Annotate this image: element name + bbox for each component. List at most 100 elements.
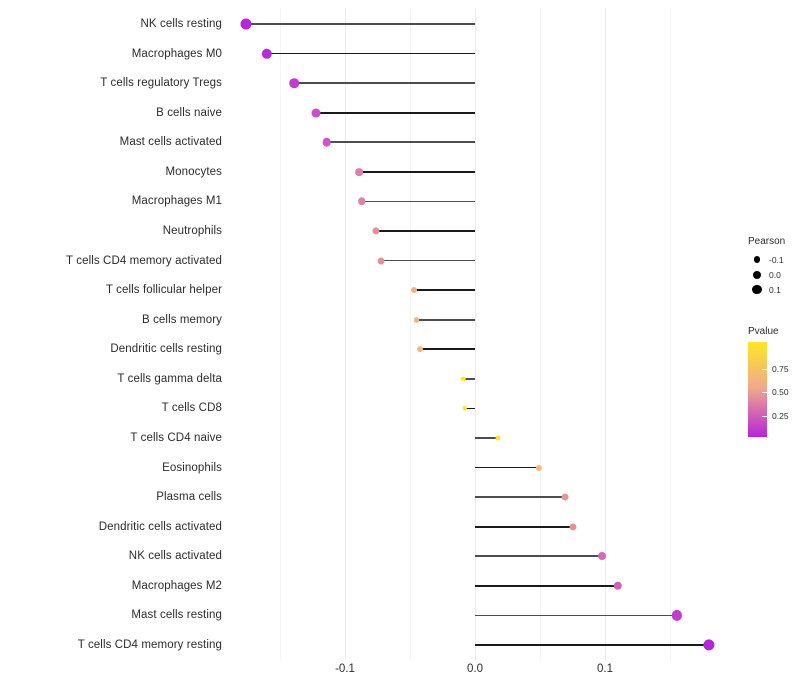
y-axis-tick-label: Neutrophils bbox=[162, 225, 222, 237]
lollipop-stem bbox=[359, 171, 475, 173]
lollipop-stem bbox=[475, 525, 573, 528]
y-axis-labels: NK cells resting Macrophages M0 T cells re… bbox=[0, 0, 222, 700]
color-legend-tickmark bbox=[762, 368, 767, 370]
color-legend-bar-wrap: 0.75 0.50 0.25 bbox=[748, 342, 798, 437]
y-axis-tick-label: Monocytes bbox=[165, 165, 222, 178]
lollipop-dot[interactable] bbox=[561, 493, 569, 501]
lollipop-stem bbox=[464, 407, 475, 410]
color-gradient-bar bbox=[748, 342, 767, 437]
y-axis-tick-label: T cells follicular helper bbox=[105, 284, 222, 297]
lollipop-stem bbox=[475, 496, 565, 498]
size-legend-key-dot bbox=[748, 284, 766, 295]
y-axis-tick-label: T cells regulatory Tregs bbox=[100, 77, 222, 90]
lollipop-dot[interactable] bbox=[322, 137, 332, 147]
lollipop-dot[interactable] bbox=[535, 464, 542, 471]
lollipop-dot[interactable] bbox=[613, 581, 623, 591]
lollipop-dot[interactable] bbox=[417, 346, 424, 353]
color-legend: Pvalue 0.75 0.50 0.25 bbox=[748, 326, 800, 437]
lollipop-dot[interactable] bbox=[495, 435, 501, 441]
size-legend-key-dot bbox=[748, 270, 766, 279]
y-axis-tick-label: Dendritic cells resting bbox=[110, 343, 222, 356]
lollipop-stem bbox=[326, 141, 475, 144]
lollipop-stem bbox=[246, 23, 475, 25]
gridline-minor bbox=[410, 8, 411, 660]
gridline-major bbox=[475, 8, 476, 660]
size-legend-label: 0.0 bbox=[769, 269, 781, 280]
lollipop-stem bbox=[416, 318, 475, 321]
plot-panel bbox=[228, 8, 745, 660]
lollipop-stem bbox=[376, 230, 475, 232]
y-axis-tick-label: T cells CD4 memory activated bbox=[66, 254, 222, 267]
y-axis-tick-label: B cells naive bbox=[156, 106, 222, 119]
lollipop-stem bbox=[475, 644, 709, 646]
color-legend-tick-label: 0.75 bbox=[772, 363, 789, 374]
y-axis-tick-label: Eosinophils bbox=[162, 461, 222, 474]
lollipop-stem bbox=[475, 437, 499, 439]
lollipop-dot[interactable] bbox=[358, 197, 366, 206]
lollipop-dot[interactable] bbox=[598, 552, 607, 561]
lollipop-dot[interactable] bbox=[462, 406, 467, 411]
lollipop-dot[interactable] bbox=[311, 108, 321, 118]
lollipop-stem bbox=[413, 289, 475, 291]
lollipop-dot[interactable] bbox=[671, 610, 682, 621]
y-axis-tick-label: Mast cells activated bbox=[119, 136, 222, 149]
lollipop-dot[interactable] bbox=[377, 257, 385, 265]
lollipop-stem bbox=[361, 200, 475, 203]
lollipop-stem bbox=[294, 82, 475, 84]
y-axis-tick-label: Macrophages M0 bbox=[131, 47, 222, 60]
lollipop-stem bbox=[463, 378, 475, 380]
y-axis-tick-label: B cells memory bbox=[142, 313, 222, 326]
y-axis-tick-label: T cells CD8 bbox=[161, 402, 222, 415]
lollipop-dot[interactable] bbox=[372, 227, 380, 235]
y-axis-tick-label: NK cells resting bbox=[140, 18, 222, 30]
y-axis-tick-label: Plasma cells bbox=[156, 491, 222, 504]
lollipop-stem bbox=[475, 555, 603, 558]
x-axis-tick-label: 0.0 bbox=[467, 663, 483, 675]
y-axis-tick-label: T cells gamma delta bbox=[117, 372, 222, 385]
size-legend-key-dot bbox=[748, 256, 766, 263]
lollipop-dot[interactable] bbox=[240, 18, 252, 30]
x-axis-tick-label: 0.1 bbox=[597, 663, 613, 675]
lollipop-dot[interactable] bbox=[703, 639, 715, 651]
gridline-major bbox=[345, 8, 346, 660]
lollipop-stem bbox=[475, 614, 677, 617]
color-legend-tick-label: 0.25 bbox=[772, 411, 789, 422]
lollipop-stem bbox=[475, 466, 539, 469]
lollipop-dot[interactable] bbox=[413, 316, 420, 323]
lollipop-dot[interactable] bbox=[568, 523, 577, 531]
y-axis-tick-label: T cells CD4 naive bbox=[130, 432, 222, 444]
lollipop-stem bbox=[475, 585, 618, 587]
size-legend-label: 0.1 bbox=[769, 284, 781, 295]
lollipop-dot[interactable] bbox=[261, 48, 273, 59]
y-axis-tick-label: T cells CD4 memory resting bbox=[77, 639, 222, 651]
gridline-minor bbox=[280, 8, 281, 660]
gridline-minor bbox=[540, 8, 541, 660]
size-legend: Pearson -0.1 0.0 0.1 bbox=[748, 236, 800, 297]
lollipop-dot[interactable] bbox=[289, 78, 300, 88]
lollipop-dot[interactable] bbox=[461, 376, 466, 382]
size-legend-items: -0.1 0.0 0.1 bbox=[748, 252, 800, 297]
color-legend-title: Pvalue bbox=[748, 326, 779, 337]
lollipop-dot[interactable] bbox=[355, 168, 364, 176]
lollipop-dot[interactable] bbox=[410, 287, 417, 294]
size-legend-item: -0.1 bbox=[748, 252, 800, 267]
y-axis-tick-label: Macrophages M1 bbox=[131, 195, 222, 208]
lollipop-stem bbox=[316, 111, 475, 114]
x-axis-tick-label: -0.1 bbox=[335, 663, 355, 675]
size-legend-item: 0.0 bbox=[748, 267, 800, 282]
size-legend-item: 0.1 bbox=[748, 282, 800, 297]
gridline-minor bbox=[670, 8, 671, 660]
y-axis-tick-label: Macrophages M2 bbox=[131, 579, 222, 592]
lollipop-stem bbox=[420, 348, 475, 351]
gridline-major bbox=[605, 8, 606, 660]
y-axis-tick-label: Mast cells resting bbox=[131, 609, 222, 622]
lollipop-stem bbox=[267, 52, 475, 55]
color-legend-tickmark bbox=[762, 392, 767, 394]
color-legend-tickmark bbox=[762, 416, 767, 418]
y-axis-tick-label: Dendritic cells activated bbox=[98, 520, 222, 533]
size-legend-title: Pearson bbox=[748, 236, 786, 247]
lollipop-stem bbox=[381, 259, 475, 262]
color-legend-tick-label: 0.50 bbox=[772, 387, 789, 398]
